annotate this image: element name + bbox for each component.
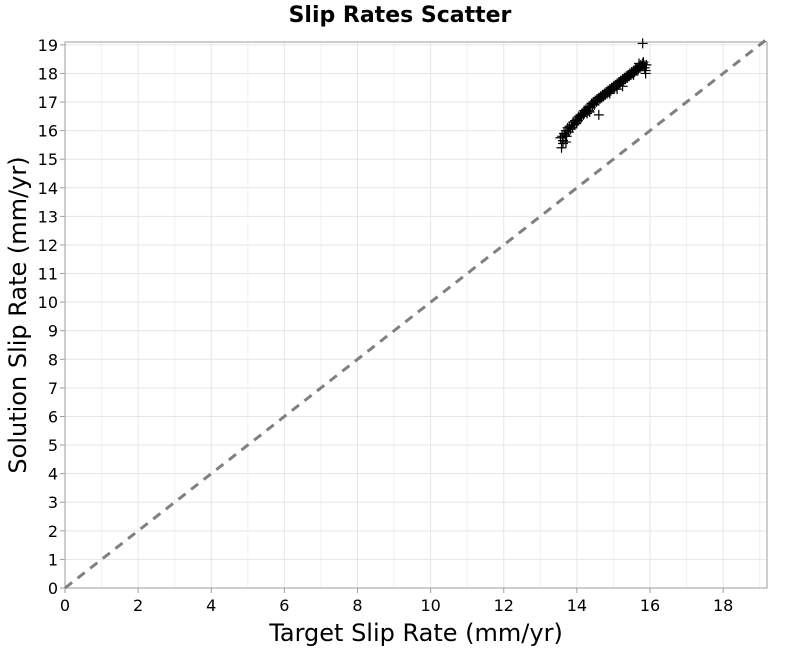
data-point bbox=[638, 57, 649, 68]
data-point bbox=[556, 142, 567, 153]
data-point bbox=[612, 84, 623, 95]
x-axis-ticks: 0 2 4 6 8 10 12 14 16 18 bbox=[60, 588, 733, 615]
data-point bbox=[579, 108, 590, 119]
y-tick-label: 7 bbox=[48, 379, 58, 398]
x-tick-label: 2 bbox=[133, 596, 143, 615]
data-point bbox=[561, 131, 572, 142]
y-tick-label: 16 bbox=[38, 122, 58, 141]
y-tick-label: 1 bbox=[48, 550, 58, 569]
y-tick-label: 6 bbox=[48, 407, 58, 426]
reference-line bbox=[64, 37, 768, 590]
data-point bbox=[571, 117, 582, 128]
y-tick-label: 11 bbox=[38, 265, 58, 284]
data-point bbox=[634, 58, 645, 69]
y-tick-label: 18 bbox=[38, 64, 58, 83]
chart-title: Slip Rates Scatter bbox=[289, 3, 512, 28]
data-point bbox=[604, 88, 615, 99]
y-tick-label: 10 bbox=[38, 293, 58, 312]
data-point bbox=[591, 95, 602, 106]
x-tick-label: 14 bbox=[567, 596, 587, 615]
data-point bbox=[584, 107, 595, 118]
y-tick-label: 9 bbox=[48, 322, 58, 341]
y-tick-label: 4 bbox=[48, 465, 58, 484]
y-axis-title: Solution Slip Rate (mm/yr) bbox=[4, 156, 32, 473]
y-tick-label: 2 bbox=[48, 522, 58, 541]
x-tick-label: 18 bbox=[713, 596, 733, 615]
x-tick-label: 12 bbox=[494, 596, 514, 615]
x-tick-label: 0 bbox=[60, 596, 70, 615]
x-axis-title: Target Slip Rate (mm/yr) bbox=[268, 619, 563, 647]
y-tick-label: 12 bbox=[38, 236, 58, 255]
x-tick-label: 4 bbox=[206, 596, 216, 615]
y-tick-label: 14 bbox=[38, 179, 58, 198]
y-tick-label: 17 bbox=[38, 93, 58, 112]
y-tick-label: 5 bbox=[48, 436, 58, 455]
y-tick-label: 0 bbox=[48, 579, 58, 598]
x-tick-label: 16 bbox=[640, 596, 660, 615]
data-point bbox=[617, 81, 628, 92]
data-point bbox=[637, 38, 648, 49]
data-point bbox=[640, 68, 651, 79]
x-tick-label: 10 bbox=[420, 596, 440, 615]
x-tick-label: 8 bbox=[352, 596, 362, 615]
y-tick-label: 13 bbox=[38, 207, 58, 226]
data-point bbox=[628, 69, 639, 80]
y-tick-label: 8 bbox=[48, 350, 58, 369]
x-tick-label: 6 bbox=[279, 596, 289, 615]
data-points bbox=[555, 38, 652, 153]
plot-area bbox=[64, 41, 768, 589]
y-tick-label: 15 bbox=[38, 150, 58, 169]
y-tick-label: 19 bbox=[38, 36, 58, 55]
y-tick-label: 3 bbox=[48, 493, 58, 512]
data-point bbox=[557, 138, 568, 149]
data-point bbox=[593, 109, 604, 120]
